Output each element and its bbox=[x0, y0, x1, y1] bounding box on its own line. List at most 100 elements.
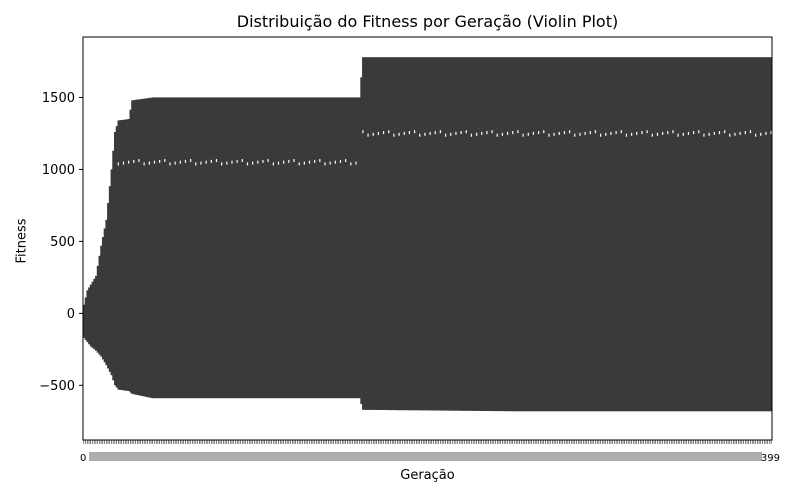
violin-160 bbox=[358, 97, 361, 399]
violin-254 bbox=[520, 57, 523, 412]
violin-322 bbox=[637, 57, 640, 412]
violin-270 bbox=[548, 57, 551, 412]
violin-134 bbox=[313, 97, 316, 399]
violin-209 bbox=[443, 57, 446, 411]
violin-38 bbox=[148, 97, 151, 398]
median-marker-285 bbox=[574, 133, 576, 137]
median-marker-32 bbox=[138, 159, 140, 162]
violin-365 bbox=[711, 57, 714, 412]
violin-266 bbox=[541, 57, 544, 412]
violin-43 bbox=[157, 97, 160, 399]
violin-385 bbox=[746, 57, 749, 412]
violin-368 bbox=[716, 57, 719, 412]
violin-315 bbox=[625, 57, 628, 412]
violin-391 bbox=[756, 57, 759, 412]
violin-61 bbox=[188, 97, 191, 399]
median-marker-336 bbox=[662, 131, 664, 135]
violin-24 bbox=[124, 119, 127, 391]
median-marker-38 bbox=[148, 161, 150, 165]
violin-125 bbox=[298, 97, 301, 399]
violin-260 bbox=[530, 57, 533, 412]
median-marker-168 bbox=[372, 132, 374, 136]
violin-71 bbox=[205, 97, 208, 399]
violin-27 bbox=[129, 109, 132, 393]
violin-387 bbox=[749, 57, 752, 412]
violin-39 bbox=[150, 97, 153, 398]
violin-338 bbox=[665, 57, 668, 412]
median-marker-270 bbox=[548, 133, 550, 137]
violin-241 bbox=[498, 57, 501, 412]
median-marker-333 bbox=[656, 132, 659, 136]
violin-276 bbox=[558, 57, 561, 412]
violin-3 bbox=[88, 287, 91, 345]
median-marker-50 bbox=[169, 162, 171, 166]
median-marker-44 bbox=[159, 159, 161, 163]
violin-262 bbox=[534, 57, 537, 412]
violin-210 bbox=[444, 57, 447, 411]
violin-181 bbox=[394, 57, 397, 411]
violin-106 bbox=[265, 97, 268, 399]
median-marker-174 bbox=[382, 131, 385, 135]
violin-68 bbox=[200, 97, 203, 399]
violin-135 bbox=[315, 97, 318, 399]
median-marker-71 bbox=[205, 160, 207, 164]
violin-194 bbox=[417, 57, 420, 411]
median-marker-29 bbox=[133, 159, 135, 163]
median-marker-92 bbox=[241, 159, 243, 162]
median-marker-273 bbox=[553, 132, 555, 136]
violin-218 bbox=[458, 57, 461, 411]
violin-293 bbox=[587, 57, 590, 412]
violin-33 bbox=[139, 99, 142, 396]
violin-204 bbox=[434, 57, 437, 411]
violin-305 bbox=[608, 57, 611, 412]
violin-294 bbox=[589, 57, 592, 412]
median-marker-249 bbox=[512, 131, 514, 135]
violin-220 bbox=[461, 57, 465, 411]
median-marker-357 bbox=[698, 130, 700, 134]
violin-207 bbox=[439, 57, 442, 411]
violin-137 bbox=[318, 97, 322, 399]
violin-376 bbox=[730, 57, 733, 412]
violin-371 bbox=[722, 57, 725, 412]
violin-111 bbox=[274, 97, 277, 399]
violin-384 bbox=[744, 57, 747, 412]
median-marker-339 bbox=[667, 131, 669, 135]
violin-280 bbox=[565, 57, 568, 412]
violin-144 bbox=[331, 97, 334, 399]
median-marker-210 bbox=[444, 133, 447, 137]
violin-16 bbox=[110, 169, 113, 376]
violin-313 bbox=[622, 57, 625, 412]
violin-200 bbox=[427, 57, 430, 411]
median-marker-375 bbox=[729, 133, 731, 137]
violin-178 bbox=[389, 57, 392, 411]
violin-127 bbox=[301, 97, 304, 399]
violin-390 bbox=[754, 57, 757, 412]
violin-312 bbox=[620, 57, 623, 412]
violin-179 bbox=[391, 57, 394, 411]
violin-191 bbox=[412, 57, 415, 411]
violin-233 bbox=[484, 57, 487, 411]
violin-336 bbox=[661, 57, 664, 412]
median-marker-219 bbox=[460, 131, 462, 135]
median-marker-116 bbox=[283, 160, 285, 164]
violin-263 bbox=[536, 57, 539, 412]
violin-154 bbox=[348, 97, 351, 399]
violin-355 bbox=[694, 57, 697, 412]
violin-240 bbox=[496, 57, 499, 412]
violin-133 bbox=[312, 97, 315, 399]
median-marker-234 bbox=[486, 131, 488, 135]
violin-213 bbox=[449, 57, 453, 411]
violin-287 bbox=[577, 57, 580, 412]
violin-229 bbox=[477, 57, 480, 411]
violin-279 bbox=[563, 57, 566, 412]
violin-167 bbox=[370, 57, 373, 410]
violin-289 bbox=[580, 57, 583, 412]
violin-226 bbox=[472, 57, 475, 411]
violin-236 bbox=[489, 57, 492, 411]
median-marker-155 bbox=[350, 162, 352, 166]
violin-187 bbox=[405, 57, 408, 411]
violin-184 bbox=[399, 57, 403, 411]
violin-166 bbox=[368, 57, 372, 410]
median-marker-318 bbox=[631, 132, 633, 136]
violin-73 bbox=[208, 97, 211, 399]
